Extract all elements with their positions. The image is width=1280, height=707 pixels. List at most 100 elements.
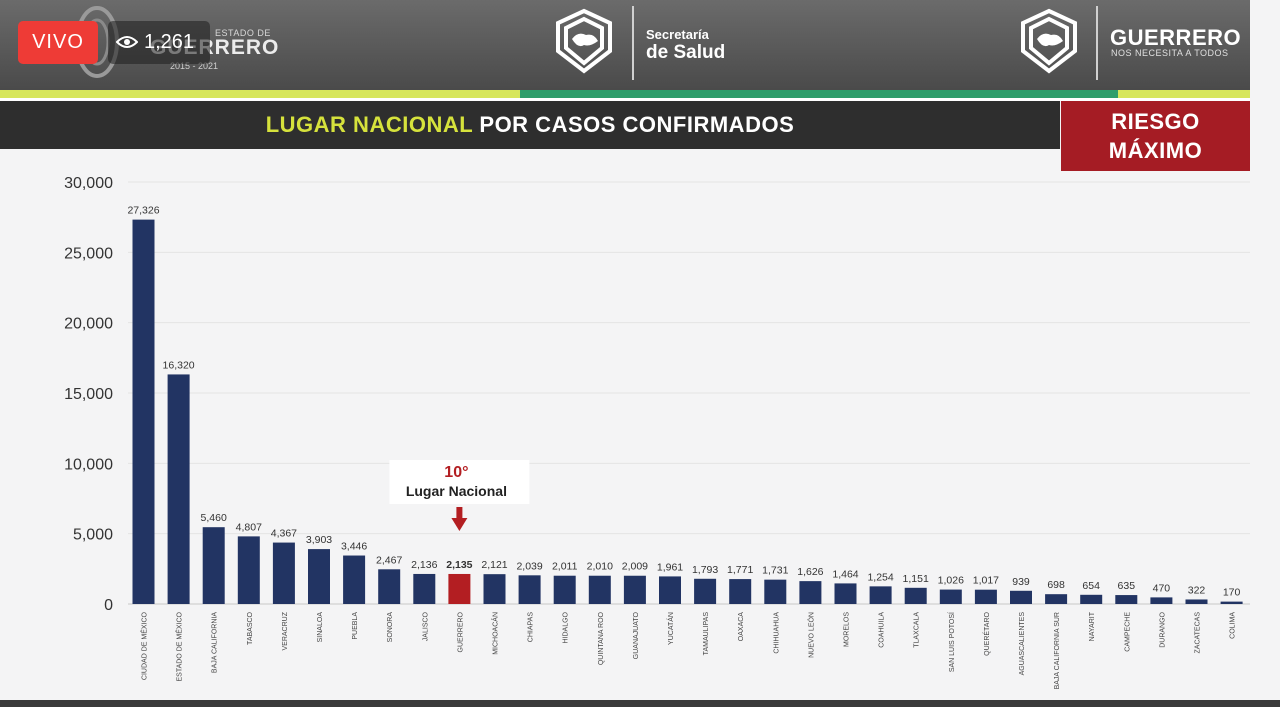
bar bbox=[869, 586, 892, 604]
bar bbox=[939, 589, 962, 604]
value-label: 4,807 bbox=[236, 521, 262, 533]
bar-chart: 0 5,000 10,000 15,000 20,000 25,000 30,000 27,3… bbox=[64, 175, 1250, 689]
risk-line1: RIESGO bbox=[1111, 109, 1200, 134]
eye-icon bbox=[116, 36, 138, 48]
guerrero-emblem-icon bbox=[556, 8, 612, 74]
risk-badge: RIESGO MÁXIMO bbox=[1061, 101, 1250, 171]
bar bbox=[272, 542, 295, 604]
x-tick-label: GUANAJUATO bbox=[633, 611, 640, 659]
value-label: 1,771 bbox=[727, 564, 753, 576]
value-label: 170 bbox=[1223, 587, 1241, 599]
value-label: 2,467 bbox=[376, 554, 402, 566]
value-label: 470 bbox=[1153, 582, 1171, 594]
bar bbox=[729, 579, 752, 604]
y-tick-label: 25,000 bbox=[64, 245, 113, 262]
x-tick-label: BAJA CALIFORNIA bbox=[212, 612, 219, 673]
header-separator bbox=[632, 6, 634, 80]
y-tick-label: 0 bbox=[104, 597, 113, 614]
bar bbox=[588, 575, 611, 604]
value-label: 1,017 bbox=[973, 575, 999, 587]
bar bbox=[1010, 590, 1032, 604]
bar bbox=[237, 536, 260, 604]
value-label: 1,151 bbox=[903, 573, 929, 585]
annotation-arrow-icon bbox=[451, 518, 468, 531]
bar bbox=[483, 574, 506, 604]
bar bbox=[659, 576, 681, 604]
bar bbox=[799, 581, 822, 604]
x-tick-label: CIUDAD DE MÉXICO bbox=[140, 611, 149, 680]
value-label: 654 bbox=[1082, 580, 1100, 592]
y-tick-label: 15,000 bbox=[64, 386, 113, 403]
bar bbox=[308, 549, 330, 604]
value-label: 4,367 bbox=[271, 528, 297, 540]
bar bbox=[132, 219, 155, 605]
x-tick-label: ZACATECAS bbox=[1195, 612, 1202, 654]
value-label: 1,626 bbox=[797, 566, 823, 578]
x-tick-label: MORELOS bbox=[844, 612, 851, 647]
live-badge: VIVO bbox=[18, 21, 98, 64]
x-tick-label: VERACRUZ bbox=[282, 611, 289, 650]
viewer-counter: 1,261 bbox=[108, 21, 210, 64]
bar bbox=[1115, 595, 1138, 604]
x-tick-label: YUCATÁN bbox=[666, 612, 675, 645]
value-label: 2,136 bbox=[411, 559, 437, 571]
x-tick-label: NAYARIT bbox=[1089, 611, 1096, 641]
x-tick-label: SONORA bbox=[387, 612, 394, 643]
bar bbox=[1080, 594, 1103, 604]
value-label: 16,320 bbox=[163, 359, 195, 371]
x-tick-label: PUEBLA bbox=[352, 612, 359, 640]
x-tick-label: TAMAULIPAS bbox=[703, 612, 710, 656]
x-tick-label: NUEVO LEÓN bbox=[806, 612, 815, 658]
x-tick-label: GUERRERO bbox=[457, 611, 464, 652]
bar bbox=[167, 374, 190, 604]
value-label: 2,135 bbox=[446, 559, 472, 571]
value-label: 1,254 bbox=[867, 571, 893, 583]
x-tick-label: MICHOACÁN bbox=[491, 612, 500, 655]
value-label: 1,793 bbox=[692, 564, 718, 576]
value-label: 3,446 bbox=[341, 541, 367, 553]
divider bbox=[0, 98, 1250, 101]
x-tick-label: ESTADO DE MÉXICO bbox=[175, 611, 184, 681]
value-label: 939 bbox=[1012, 576, 1030, 588]
value-label: 2,009 bbox=[622, 561, 648, 573]
x-tick-label: BAJA CALIFORNIA SUR bbox=[1054, 612, 1061, 689]
bar bbox=[343, 555, 366, 604]
secretaria-label: Secretaría bbox=[646, 27, 709, 42]
x-tick-label: CAMPECHE bbox=[1124, 612, 1131, 652]
brand-name: GUERRERO bbox=[1110, 25, 1242, 50]
bar bbox=[1045, 594, 1068, 604]
bottom-bar bbox=[0, 700, 1280, 707]
right-margin bbox=[1250, 0, 1280, 707]
value-label: 27,326 bbox=[127, 205, 159, 217]
annotation-rank: 10° bbox=[444, 464, 468, 481]
y-tick-label: 20,000 bbox=[64, 316, 113, 333]
risk-line2: MÁXIMO bbox=[1108, 138, 1203, 163]
x-tick-label: OAXACA bbox=[738, 612, 745, 642]
bar bbox=[1150, 597, 1173, 604]
bar bbox=[518, 575, 541, 604]
annotation-arrow-shaft bbox=[456, 507, 463, 519]
value-label: 5,460 bbox=[201, 512, 227, 524]
value-label: 1,961 bbox=[657, 561, 683, 573]
bar bbox=[378, 569, 401, 604]
secretaria-name: de Salud bbox=[646, 42, 726, 63]
annotation-text: Lugar Nacional bbox=[406, 483, 507, 499]
x-tick-label: SINALOA bbox=[317, 612, 324, 643]
state-label: ESTADO DE bbox=[215, 28, 271, 38]
bar bbox=[1220, 601, 1243, 604]
x-tick-label: QUINTANA ROO bbox=[598, 611, 605, 665]
x-tick-label: TABASCO bbox=[247, 611, 254, 644]
y-tick-label: 30,000 bbox=[64, 175, 113, 192]
x-tick-label: TLAXCALA bbox=[914, 612, 921, 648]
value-label: 1,464 bbox=[832, 568, 858, 580]
value-label: 1,026 bbox=[938, 575, 964, 587]
accent-stripe-green bbox=[520, 90, 1118, 98]
value-label: 322 bbox=[1188, 584, 1206, 596]
bar bbox=[694, 578, 717, 604]
bar bbox=[623, 575, 646, 604]
viewer-count: 1,261 bbox=[144, 31, 195, 53]
x-tick-label: CHIHUAHUA bbox=[773, 612, 780, 654]
bar bbox=[202, 527, 225, 604]
x-tick-label: HIDALGO bbox=[563, 611, 570, 643]
bar bbox=[553, 575, 576, 604]
